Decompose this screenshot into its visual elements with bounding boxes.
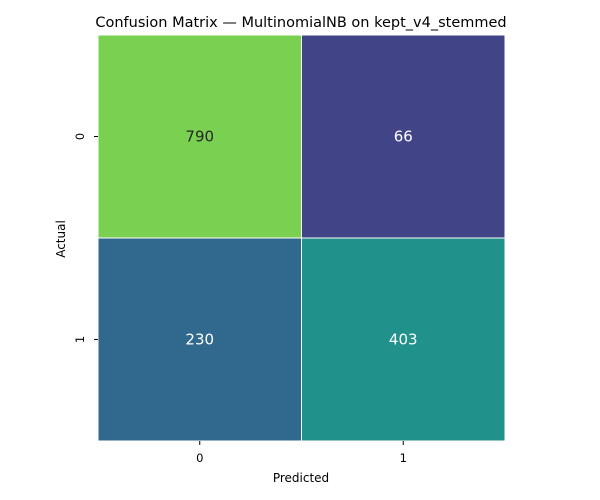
y-tick-label-0: 0 bbox=[73, 133, 87, 140]
cell-value-r0-c1: 66 bbox=[394, 128, 413, 146]
heatmap-cell-r0-c0 bbox=[97, 34, 302, 239]
y-tick-label-1: 1 bbox=[73, 336, 87, 343]
heatmap-cell-r1-c0 bbox=[97, 237, 302, 442]
y-axis-label: Actual bbox=[54, 220, 68, 258]
x-tick-label-1: 1 bbox=[400, 451, 407, 465]
chart-title: Confusion Matrix — MultinomialNB on kept… bbox=[95, 15, 506, 31]
heatmap-cell-r0-c1 bbox=[301, 34, 506, 239]
y-axis-ticks: 01 bbox=[73, 133, 98, 343]
x-tick-label-0: 0 bbox=[196, 451, 203, 465]
heatmap-cell-r1-c1 bbox=[301, 237, 506, 442]
heatmap-cells bbox=[97, 34, 506, 442]
cell-value-r1-c0: 230 bbox=[185, 331, 214, 349]
x-axis-label: Predicted bbox=[273, 471, 329, 485]
cell-value-r1-c1: 403 bbox=[389, 331, 418, 349]
cell-value-r0-c0: 790 bbox=[185, 128, 214, 146]
heatmap-cell-labels: 790 66 230 403 bbox=[185, 128, 417, 349]
